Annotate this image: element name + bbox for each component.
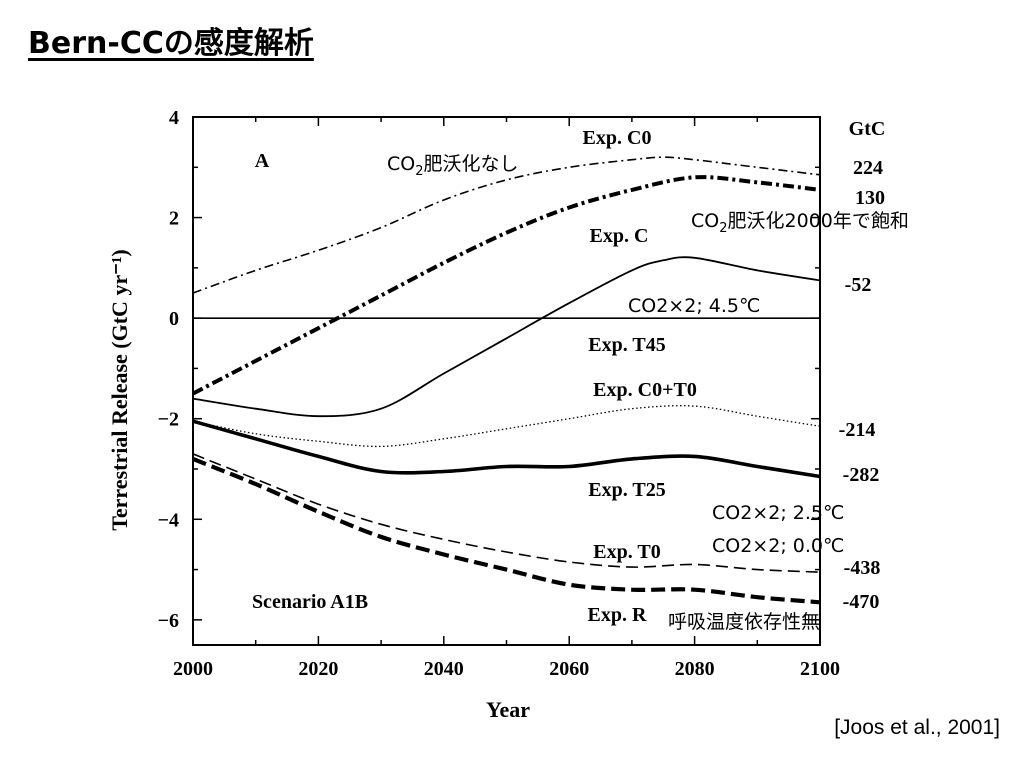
total-r: -470 — [843, 591, 880, 613]
chart-labels: A Scenario A1B Year Terrestrial Release … — [107, 118, 909, 722]
annotation-t25: CO2×2; 2.5℃ — [712, 502, 844, 524]
x-tick-label: 2100 — [800, 658, 840, 680]
annotation-t45: CO2×2; 4.5℃ — [628, 295, 760, 317]
series-line-5 — [192, 453, 821, 573]
total-t0: -438 — [844, 557, 881, 579]
total-c0: 224 — [853, 157, 883, 179]
total-t25: -282 — [843, 464, 880, 486]
series-lines — [192, 156, 821, 605]
plot-frame — [192, 116, 821, 646]
x-axis-title: Year — [486, 697, 530, 722]
series-label-t0: Exp. T0 — [593, 541, 660, 563]
series-line-0 — [192, 156, 821, 294]
panel-label: A — [255, 150, 270, 172]
total-c: 130 — [855, 187, 885, 209]
series-line-4 — [192, 419, 821, 479]
x-tick-label: 2020 — [298, 658, 338, 680]
y-axis-title: Terrestrial Release (GtC yr⁻¹) — [107, 249, 132, 531]
series-label-t45: Exp. T45 — [588, 334, 665, 356]
y-tick-label: −2 — [158, 409, 179, 431]
x-tick-label: 2060 — [549, 658, 589, 680]
series-label-c0-t0: Exp. C0+T0 — [593, 379, 697, 401]
series-label-c: Exp. C — [590, 225, 649, 247]
series-line-2 — [192, 256, 821, 418]
annotation-no-co2-fertilization: CO2肥沃化なし — [387, 153, 519, 179]
axes: 2000 2020 2040 2060 2080 2100 −6 −4 −2 0 2 4 — [158, 107, 840, 680]
series-label-r: Exp. R — [588, 604, 647, 626]
x-tick-label: 2040 — [424, 658, 464, 680]
annotation-co2-fertilization-saturated: CO2肥沃化2000年で飽和 — [691, 210, 909, 236]
y-tick-label: 4 — [169, 107, 179, 129]
unit-label: GtC — [849, 118, 886, 140]
citation: [Joos et al., 2001] — [834, 716, 1000, 739]
annotation-no-temp-dependence: 呼吸温度依存性無 — [668, 611, 820, 633]
x-tick-label: 2080 — [675, 658, 715, 680]
series-label-t25: Exp. T25 — [588, 479, 665, 501]
x-tick-label: 2000 — [173, 658, 213, 680]
series-line-6 — [192, 456, 821, 605]
slide-title: Bern-CCの感度解析 — [28, 26, 314, 61]
annotation-t0: CO2×2; 0.0℃ — [712, 535, 844, 557]
series-line-1 — [192, 175, 821, 396]
scenario-label: Scenario A1B — [252, 591, 368, 613]
total-c0-t0: -214 — [839, 419, 876, 441]
y-tick-label: −6 — [158, 610, 179, 632]
series-label-c0: Exp. C0 — [583, 127, 652, 149]
total-t45: -52 — [845, 274, 872, 296]
y-tick-label: 2 — [169, 208, 179, 230]
y-tick-label: 0 — [169, 308, 179, 330]
series-line-3 — [192, 405, 821, 448]
y-tick-label: −4 — [158, 509, 179, 531]
